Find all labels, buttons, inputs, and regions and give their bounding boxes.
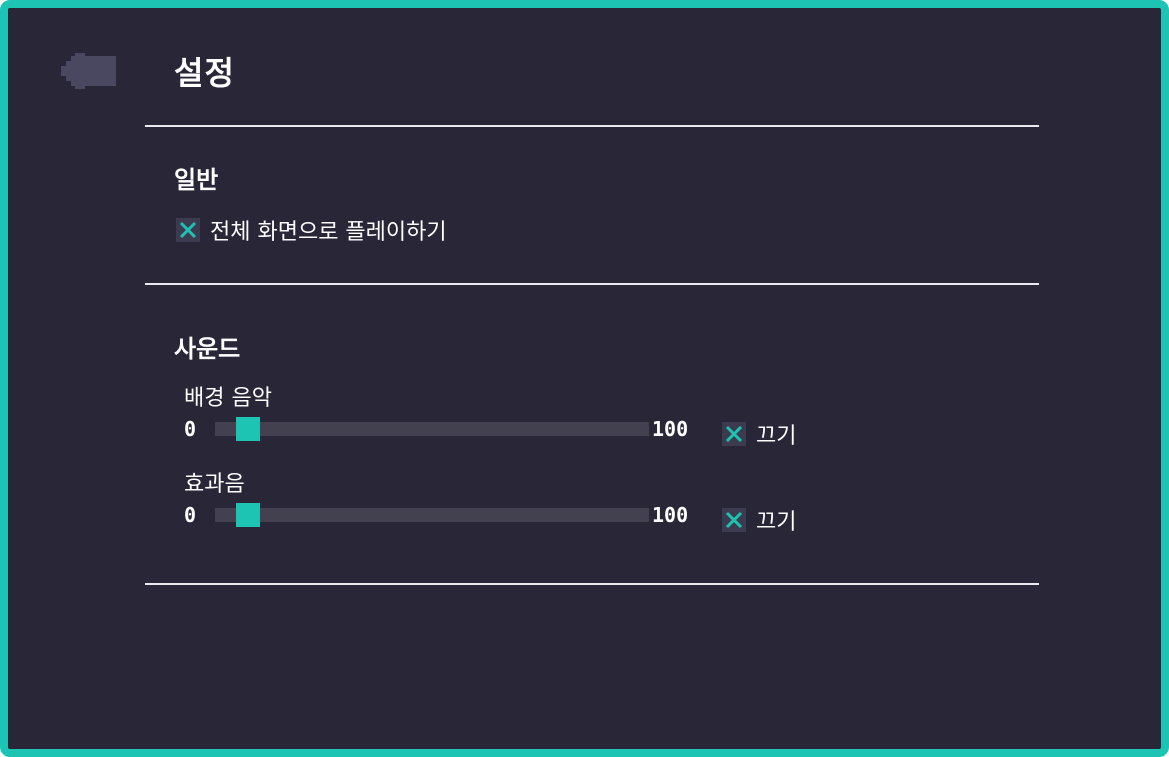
sfx-label: 효과음 <box>184 472 245 497</box>
divider-middle <box>145 283 1039 285</box>
bgm-min-label: 0 <box>184 417 197 441</box>
general-section-title: 일반 <box>174 166 219 194</box>
bgm-mute-toggle[interactable]: 끄기 <box>722 418 796 450</box>
divider-top <box>145 125 1039 127</box>
sfx-mute-checkbox[interactable] <box>722 508 746 532</box>
x-mark-icon <box>179 221 197 239</box>
fullscreen-checkbox[interactable] <box>176 218 200 242</box>
sfx-min-label: 0 <box>184 503 197 527</box>
bgm-slider-thumb[interactable] <box>236 417 260 441</box>
sfx-slider[interactable] <box>215 503 649 527</box>
bgm-slider[interactable] <box>215 417 649 441</box>
page-title: 설정 <box>174 54 235 92</box>
bgm-max-label: 100 <box>652 417 689 441</box>
bgm-label: 배경 음악 <box>184 386 272 411</box>
bgm-mute-label: 끄기 <box>756 424 797 449</box>
back-button[interactable] <box>58 53 118 89</box>
arrow-left-icon <box>61 53 116 89</box>
fullscreen-label: 전체 화면으로 플레이하기 <box>210 220 447 245</box>
fullscreen-toggle[interactable]: 전체 화면으로 플레이하기 <box>176 214 447 246</box>
divider-bottom <box>145 583 1039 585</box>
sfx-max-label: 100 <box>652 503 689 527</box>
bgm-mute-checkbox[interactable] <box>722 422 746 446</box>
sound-section-title: 사운드 <box>174 335 241 363</box>
sfx-mute-label: 끄기 <box>756 510 797 535</box>
x-mark-icon <box>725 511 743 529</box>
x-mark-icon <box>725 425 743 443</box>
sfx-slider-thumb[interactable] <box>236 503 260 527</box>
sfx-mute-toggle[interactable]: 끄기 <box>722 504 796 536</box>
